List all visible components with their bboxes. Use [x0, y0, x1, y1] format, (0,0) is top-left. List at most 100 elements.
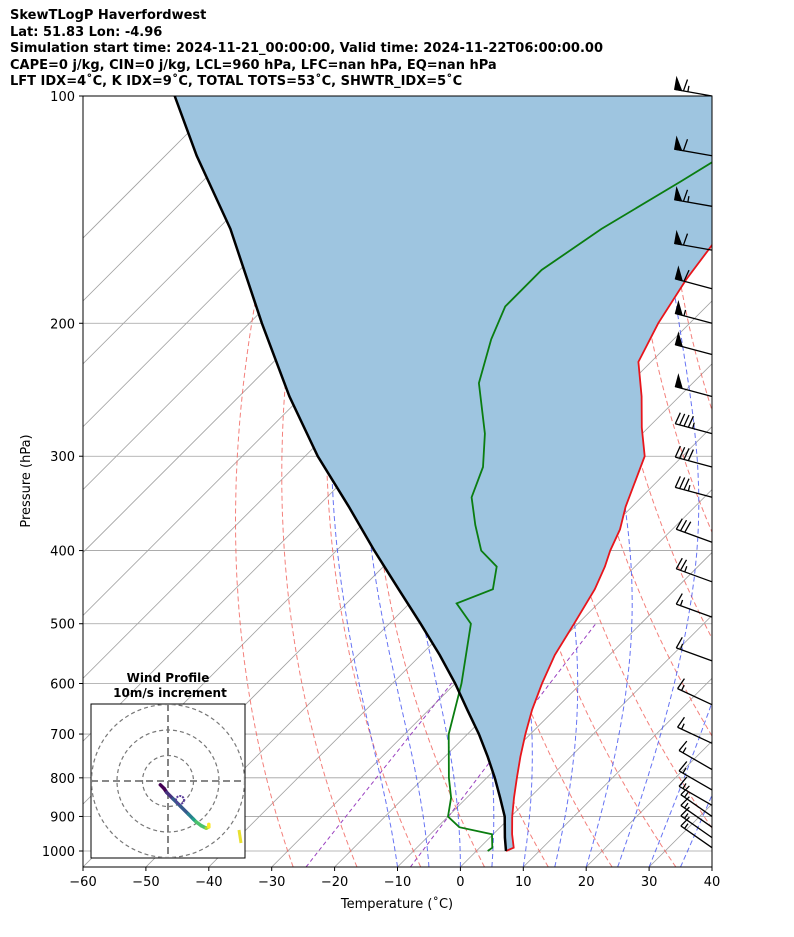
barb-staff: [680, 825, 713, 849]
barb-flag: [678, 776, 688, 787]
barb-pennant: [674, 373, 683, 390]
barb-half-flag: [681, 723, 685, 730]
wind-barb: [675, 518, 713, 543]
barb-pennant: [673, 229, 683, 246]
x-tick-label: −30: [258, 875, 285, 890]
barb-flag: [675, 593, 683, 605]
barb-staff: [680, 804, 713, 828]
barb-staff: [676, 603, 713, 618]
wind-barb: [674, 412, 713, 435]
wind-barb: [674, 331, 713, 356]
y-tick-label: 1000: [42, 845, 75, 860]
wind-barb: [678, 776, 713, 806]
dry-adiabat: [281, 96, 358, 867]
barb-flag: [679, 559, 688, 571]
wind-barb: [673, 135, 713, 157]
barb-staff: [680, 815, 713, 839]
title-cape: CAPE=0 j/kg, CIN=0 j/kg, LCL=960 hPa, LF…: [10, 57, 497, 73]
y-tick-label: 800: [50, 772, 75, 787]
x-tick-label: 20: [578, 875, 595, 890]
barb-flag: [683, 414, 690, 427]
barb-flag: [680, 796, 690, 806]
x-tick-label: −10: [384, 875, 411, 890]
moist-adiabat: [711, 865, 712, 867]
barb-half-flag: [682, 783, 687, 789]
barb-flag: [682, 233, 689, 246]
barb-half-flag: [681, 684, 685, 691]
temperature-line: [505, 243, 712, 852]
barb-staff: [678, 785, 713, 806]
barb-staff: [677, 726, 713, 744]
wind-barb: [673, 75, 713, 97]
barb-half-flag: [684, 813, 689, 819]
barb-half-flag: [682, 767, 687, 774]
moist-adiabat: [648, 700, 712, 867]
barb-pennant: [673, 135, 683, 152]
barb-flag: [680, 806, 690, 817]
y-tick-label: 400: [50, 545, 75, 560]
barb-flag: [687, 415, 694, 428]
hodograph-subtitle: 10m/s increment: [113, 686, 227, 700]
wind-barb: [680, 785, 713, 817]
barb-flag: [675, 557, 683, 570]
wind-barb: [680, 816, 713, 849]
barb-pennant: [674, 331, 683, 348]
barb-flag: [678, 761, 688, 772]
barb-staff: [675, 456, 713, 468]
barb-pennant: [674, 299, 683, 317]
wind-barb: [677, 716, 713, 744]
y-tick-label: 100: [50, 90, 75, 105]
parcel-path-line: [173, 96, 508, 852]
isotherm-line: [83, 96, 289, 302]
dewpoint-line: [447, 161, 712, 852]
barb-half-flag: [679, 599, 684, 606]
isotherm-line: [334, 489, 712, 867]
barb-staff: [676, 528, 713, 543]
wind-barb: [674, 476, 713, 498]
wind-barb: [675, 557, 713, 583]
wind-barb: [677, 678, 713, 706]
barb-staff: [675, 423, 713, 435]
barb-pennant: [673, 75, 683, 92]
barb-half-flag: [687, 196, 690, 203]
hodograph-title: Wind Profile: [127, 671, 210, 685]
wind-barb: [674, 299, 713, 324]
mixing-ratio-line: [409, 623, 597, 867]
y-tick-label: 300: [50, 450, 75, 465]
barb-flag: [679, 519, 688, 532]
barb-flag: [682, 139, 689, 151]
barb-half-flag: [684, 802, 689, 809]
barb-staff: [680, 794, 713, 817]
x-tick-label: −40: [195, 875, 222, 890]
title-latlon: Lat: 51.83 Lon: -4.96: [10, 24, 163, 40]
x-tick-label: 40: [704, 875, 721, 890]
barb-half-flag: [682, 747, 687, 754]
barb-half-flag: [692, 422, 695, 429]
title-times: Simulation start time: 2024-11-21_00:00:…: [10, 41, 603, 56]
wind-barb: [675, 636, 713, 662]
x-axis-label: Temperature (˚C): [340, 896, 453, 912]
barb-flag: [682, 189, 689, 202]
wind-barb: [674, 265, 713, 290]
barb-half-flag: [687, 484, 691, 492]
barb-flag: [679, 446, 686, 459]
isotherm-line: [711, 866, 712, 867]
wind-barb: [673, 229, 713, 251]
barb-half-flag: [687, 85, 690, 92]
barb-flag: [680, 785, 690, 796]
barb-half-flag: [684, 791, 689, 798]
barb-flag: [682, 79, 689, 92]
barb-pennant: [674, 265, 683, 282]
barb-flag: [687, 449, 694, 461]
chart-header: SkewTLogP Haverfordwest Lat: 51.83 Lon: …: [10, 8, 603, 91]
y-tick-label: 500: [50, 618, 75, 633]
barb-flag: [675, 518, 683, 530]
barb-flag: [684, 521, 692, 533]
barb-half-flag: [684, 566, 688, 573]
barb-pennant: [673, 186, 683, 202]
x-tick-label: −60: [69, 875, 96, 890]
isotherm-line: [460, 614, 712, 867]
wind-barb: [674, 373, 713, 398]
barb-flag: [679, 477, 686, 489]
